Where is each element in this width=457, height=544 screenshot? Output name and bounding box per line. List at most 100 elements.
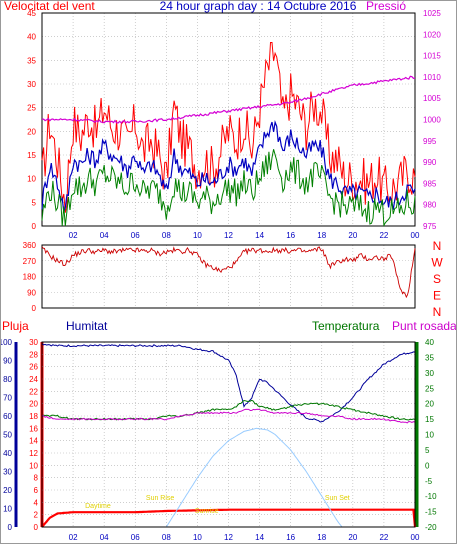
rain-tick-label: 18 bbox=[29, 412, 38, 421]
humidity-tick-label: 100 bbox=[0, 338, 13, 347]
rain-tick-label: 20 bbox=[29, 400, 38, 409]
temp-tick-label: 40 bbox=[425, 338, 434, 347]
temp-tick-label: -5 bbox=[425, 477, 433, 486]
temp-tick-label: 0 bbox=[425, 461, 430, 470]
x-tick-label: 22 bbox=[379, 533, 388, 542]
y-tick-label-left: 15 bbox=[27, 151, 36, 160]
rain-tick-label: 10 bbox=[29, 461, 38, 470]
x-tick-label: 04 bbox=[100, 533, 109, 542]
compass-letter: N bbox=[433, 305, 442, 319]
y-tick-label-right: 975 bbox=[423, 222, 437, 231]
x-tick-label: 20 bbox=[348, 231, 357, 240]
humidity-tick-label: 0 bbox=[8, 523, 13, 532]
x-tick-label: 08 bbox=[162, 231, 171, 240]
rain-tick-label: 16 bbox=[29, 424, 38, 433]
y-tick-label-right: 1010 bbox=[423, 73, 441, 82]
dewpoint-axis-title: Punt rosada bbox=[392, 319, 457, 333]
humidity-tick-label: 40 bbox=[3, 449, 12, 458]
humidity-tick-label: 90 bbox=[3, 357, 12, 366]
direction-tick-label: 270 bbox=[23, 257, 37, 266]
y-tick-label-left: 20 bbox=[27, 127, 36, 136]
series-line-dewpoint bbox=[42, 408, 416, 424]
temp-tick-label: 35 bbox=[425, 353, 434, 362]
y-tick-label-right: 1020 bbox=[423, 30, 441, 39]
x-tick-label: 18 bbox=[317, 231, 326, 240]
temp-tick-label: -15 bbox=[425, 508, 437, 517]
temp-tick-label: 15 bbox=[425, 415, 434, 424]
series-line-humidity bbox=[41, 343, 416, 423]
humidity-tick-label: 50 bbox=[3, 431, 12, 440]
x-tick-label: 22 bbox=[379, 231, 388, 240]
daytime-label: Daytime bbox=[85, 503, 111, 510]
humidity-axis-title: Humitat bbox=[66, 319, 108, 333]
y-tick-label-right: 985 bbox=[423, 179, 437, 188]
y-tick-label-left: 25 bbox=[27, 104, 36, 113]
rain-tick-label: 30 bbox=[29, 338, 38, 347]
y-tick-label-left: 35 bbox=[27, 56, 36, 65]
sunrise-label: Sun Rise bbox=[146, 495, 175, 502]
y-tick-label-left: 10 bbox=[27, 175, 36, 184]
y-tick-label-right: 990 bbox=[423, 158, 437, 167]
x-tick-label: 00 bbox=[411, 533, 420, 542]
temperature-axis-title: Temperatura bbox=[312, 319, 380, 333]
x-tick-label: 12 bbox=[224, 231, 233, 240]
x-tick-label: 10 bbox=[193, 533, 202, 542]
rain-tick-label: 6 bbox=[34, 486, 39, 495]
y-tick-label-left: 0 bbox=[32, 222, 37, 231]
temp-tick-label: 20 bbox=[425, 400, 434, 409]
humidity-tick-label: 20 bbox=[3, 486, 12, 495]
rain-tick-label: 4 bbox=[34, 498, 39, 507]
compass-letter: W bbox=[431, 256, 443, 270]
humidity-tick-label: 60 bbox=[3, 412, 12, 421]
compass-letter: N bbox=[433, 239, 442, 253]
x-tick-label: 12 bbox=[224, 533, 233, 542]
x-tick-label: 16 bbox=[286, 231, 295, 240]
x-tick-label: 14 bbox=[255, 231, 264, 240]
direction-tick-label: 90 bbox=[27, 288, 36, 297]
x-tick-label: 10 bbox=[193, 231, 202, 240]
y-tick-label-left: 40 bbox=[27, 33, 36, 42]
y-tick-label-right: 1000 bbox=[423, 116, 441, 125]
rain-tick-label: 26 bbox=[29, 363, 38, 372]
temp-tick-label: 10 bbox=[425, 431, 434, 440]
rain-tick-label: 24 bbox=[29, 375, 38, 384]
rain-tick-label: 28 bbox=[29, 350, 38, 359]
rain-tick-label: 0 bbox=[34, 523, 39, 532]
direction-tick-label: 360 bbox=[23, 241, 37, 250]
temp-tick-label: -10 bbox=[425, 492, 437, 501]
direction-tick-label: 0 bbox=[32, 304, 37, 313]
series-line-min bbox=[41, 149, 416, 228]
series-line-temperature bbox=[41, 399, 416, 421]
rain-tick-label: 22 bbox=[29, 387, 38, 396]
compass-letter: E bbox=[433, 289, 441, 303]
temp-tick-label: 25 bbox=[425, 384, 434, 393]
rain-axis-title: Pluja bbox=[2, 319, 29, 333]
x-tick-label: 14 bbox=[255, 533, 264, 542]
series-line-direction bbox=[41, 246, 416, 299]
series-line-avg bbox=[41, 120, 416, 213]
humidity-tick-label: 80 bbox=[3, 375, 12, 384]
x-tick-label: 08 bbox=[162, 533, 171, 542]
series-line-rain bbox=[41, 508, 417, 528]
x-tick-label: 00 bbox=[411, 231, 420, 240]
compass-letter: S bbox=[433, 272, 441, 286]
x-tick-label: 02 bbox=[69, 533, 78, 542]
x-tick-label: 04 bbox=[100, 231, 109, 240]
y-tick-label-right: 1025 bbox=[423, 9, 441, 18]
y-tick-label-right: 1005 bbox=[423, 94, 441, 103]
x-tick-label: 06 bbox=[131, 231, 140, 240]
y-tick-label-left: 5 bbox=[32, 198, 37, 207]
y-tick-label-right: 1015 bbox=[423, 52, 441, 61]
wind-speed-axis-title: Velocitat del vent bbox=[4, 0, 95, 13]
y-tick-label-left: 30 bbox=[27, 80, 36, 89]
plot-area-border bbox=[41, 244, 416, 309]
series-line-solar bbox=[165, 427, 343, 528]
sunrise-marker-label: Sunrise bbox=[195, 508, 219, 515]
humidity-tick-label: 70 bbox=[3, 394, 12, 403]
y-tick-label-right: 980 bbox=[423, 201, 437, 210]
humidity-tick-label: 30 bbox=[3, 468, 12, 477]
series-line-pressure bbox=[41, 75, 416, 124]
rain-tick-label: 14 bbox=[29, 437, 38, 446]
